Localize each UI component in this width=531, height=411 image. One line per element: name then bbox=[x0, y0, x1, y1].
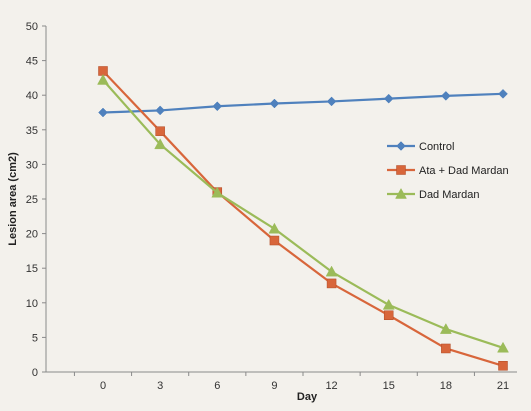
x-tick-label: 18 bbox=[440, 380, 452, 392]
data-point-ata-dad-mardan bbox=[383, 310, 394, 321]
x-tick-label: 12 bbox=[325, 380, 337, 392]
x-axis-label: Day bbox=[297, 391, 318, 403]
y-tick-label: 15 bbox=[26, 263, 38, 275]
legend-label-ata-dad-mardan: Ata + Dad Mardan bbox=[419, 165, 509, 177]
data-point-ata-dad-mardan bbox=[326, 278, 337, 289]
y-tick-label: 35 bbox=[26, 125, 38, 137]
legend-label-dad-mardan: Dad Mardan bbox=[419, 189, 480, 201]
x-tick-label: 3 bbox=[157, 380, 163, 392]
series-line-control bbox=[102, 92, 504, 114]
x-tick-label: 15 bbox=[383, 380, 395, 392]
data-point-dad-mardan bbox=[497, 341, 509, 353]
y-tick-label: 45 bbox=[26, 56, 38, 68]
series-layer bbox=[97, 66, 509, 371]
y-tick-label: 20 bbox=[26, 229, 38, 241]
y-tick-label: 0 bbox=[32, 367, 38, 379]
data-point-control bbox=[498, 88, 508, 99]
data-point-dad-mardan bbox=[439, 323, 452, 334]
data-point-control bbox=[98, 107, 108, 118]
data-point-dad-mardan bbox=[382, 298, 395, 310]
y-tick-label: 25 bbox=[26, 194, 38, 206]
x-axis-ticks: 0 3 6 9 12 15 18 21 bbox=[73, 372, 509, 392]
data-point-control bbox=[155, 105, 165, 116]
series-dad-mardan bbox=[97, 73, 509, 353]
data-point-control bbox=[441, 91, 451, 101]
data-point-ata-dad-mardan bbox=[441, 343, 451, 354]
y-tick-label: 5 bbox=[32, 332, 38, 344]
x-tick-label: 0 bbox=[100, 380, 106, 392]
legend: Control Ata + Dad Mardan Dad Mardan bbox=[387, 141, 509, 201]
legend-marker-dad-mardan bbox=[395, 187, 407, 199]
legend-label-control: Control bbox=[419, 141, 454, 153]
x-tick-label: 9 bbox=[271, 380, 277, 392]
data-point-dad-mardan bbox=[97, 73, 109, 85]
y-axis-label: Lesion area (cm2) bbox=[7, 152, 19, 246]
data-point-control bbox=[326, 96, 337, 107]
data-point-dad-mardan bbox=[325, 265, 338, 277]
data-point-ata-dad-mardan bbox=[269, 235, 280, 246]
data-point-ata-dad-mardan bbox=[498, 361, 508, 371]
data-point-control bbox=[212, 101, 223, 112]
y-axis-ticks: 0 5 10 15 20 25 30 35 40 45 50 bbox=[26, 21, 46, 379]
x-tick-label: 6 bbox=[214, 380, 220, 392]
data-point-control bbox=[383, 93, 394, 104]
series-line-dad-mardan bbox=[102, 79, 504, 349]
y-tick-label: 40 bbox=[26, 90, 38, 102]
series-line-ata-dad-mardan bbox=[102, 70, 504, 367]
y-tick-label: 30 bbox=[26, 159, 38, 171]
legend-marker-control bbox=[396, 141, 406, 151]
y-tick-label: 50 bbox=[26, 21, 38, 33]
x-tick-label: 21 bbox=[497, 380, 509, 392]
series-control bbox=[98, 88, 508, 118]
data-point-control bbox=[269, 98, 280, 109]
data-point-dad-mardan bbox=[211, 186, 224, 198]
y-tick-label: 10 bbox=[26, 298, 38, 310]
legend-marker-ata-dad-mardan bbox=[396, 165, 406, 175]
data-point-ata-dad-mardan bbox=[155, 126, 165, 136]
data-point-dad-mardan bbox=[154, 138, 167, 150]
data-point-dad-mardan bbox=[268, 222, 281, 234]
